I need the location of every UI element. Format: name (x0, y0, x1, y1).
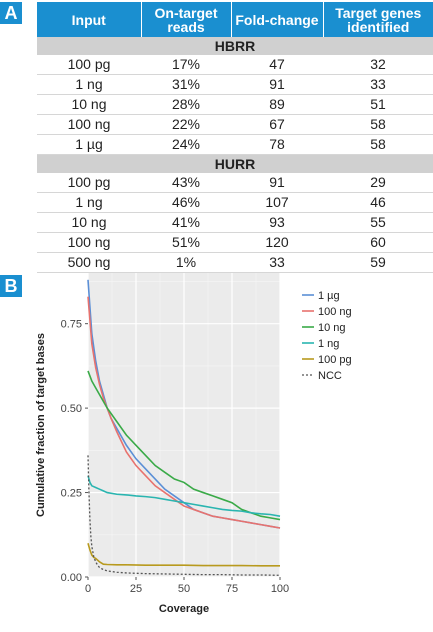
cell-on-target-reads: 43% (141, 173, 231, 193)
cell-input: 500 ng (37, 252, 141, 273)
cell-target-genes: 32 (323, 55, 433, 75)
series-line (87, 370, 281, 521)
legend-label: 100 pg (318, 354, 352, 366)
table-row: 100 pg 17% 47 32 (37, 55, 433, 75)
x-tick-label: 50 (178, 583, 190, 595)
cell-on-target-reads: 17% (141, 55, 231, 75)
panel-a-label: A (0, 2, 22, 24)
cell-target-genes: 46 (323, 192, 433, 213)
cell-fold-change: 120 (231, 232, 323, 253)
group-label: HURR (37, 154, 433, 173)
x-tick-label: 100 (271, 583, 289, 595)
cell-target-genes: 55 (323, 212, 433, 233)
legend-label: 100 ng (318, 306, 352, 318)
cell-fold-change: 33 (231, 252, 323, 273)
cell-input: 10 ng (37, 212, 141, 233)
header-fold-change: Fold-change (231, 2, 324, 37)
y-tick-label: 0.25 (61, 488, 82, 500)
cell-target-genes: 58 (323, 134, 433, 155)
series-line (87, 296, 281, 529)
header-target-genes: Target genes identified (323, 2, 433, 37)
cell-fold-change: 78 (231, 134, 323, 155)
legend-label: 1 ng (318, 338, 339, 350)
cell-on-target-reads: 22% (141, 114, 231, 135)
axis-ticks: 0 25 50 75 100 0.00 0.25 0.50 0.75 (61, 319, 290, 595)
legend: 1 µg 100 ng 10 ng 1 ng 100 pg NCC (302, 290, 352, 382)
series-line (87, 475, 281, 517)
table-row: 1 ng 31% 91 33 (37, 74, 433, 95)
cell-on-target-reads: 51% (141, 232, 231, 253)
cell-fold-change: 67 (231, 114, 323, 135)
cell-fold-change: 93 (231, 212, 323, 233)
group-row: HURR (37, 154, 433, 173)
table-body: HBRR 100 pg 17% 47 32 1 ng 31% 91 33 10 ng 28% 89 51… (37, 37, 433, 273)
cell-fold-change: 91 (231, 173, 323, 193)
y-tick-label: 0.00 (61, 572, 82, 584)
table-row: 10 ng 41% 93 55 (37, 212, 433, 233)
table-row: 100 pg 43% 91 29 (37, 173, 433, 193)
table-row: 100 ng 22% 67 58 (37, 114, 433, 135)
cell-fold-change: 91 (231, 74, 323, 95)
legend-label: 1 µg (318, 290, 340, 302)
cell-target-genes: 29 (323, 173, 433, 193)
cell-on-target-reads: 24% (141, 134, 231, 155)
cell-on-target-reads: 46% (141, 192, 231, 213)
y-tick-label: 0.50 (61, 403, 82, 415)
cell-on-target-reads: 28% (141, 94, 231, 115)
group-label: HBRR (37, 37, 433, 55)
grid-lines (87, 273, 281, 578)
cell-input: 100 pg (37, 173, 141, 193)
coverage-chart: 0 25 50 75 100 0.00 0.25 0.50 0.75 Coverage Cumu… (35, 273, 352, 615)
table-row: 100 ng 51% 120 60 (37, 232, 433, 253)
table-row: 1 ng 46% 107 46 (37, 192, 433, 213)
x-tick-label: 0 (85, 583, 91, 595)
legend-label: 10 ng (318, 322, 346, 334)
cell-fold-change: 107 (231, 192, 323, 213)
y-tick-label: 0.75 (61, 319, 82, 331)
x-tick-label: 25 (130, 583, 142, 595)
cell-target-genes: 33 (323, 74, 433, 95)
cell-input: 100 pg (37, 55, 141, 75)
x-tick-label: 75 (226, 583, 238, 595)
cell-input: 1 µg (37, 134, 141, 155)
group-row: HBRR (37, 37, 433, 55)
panel-b-label: B (0, 275, 22, 297)
cell-target-genes: 58 (323, 114, 433, 135)
cell-input: 1 ng (37, 192, 141, 213)
cell-on-target-reads: 1% (141, 252, 231, 273)
series-line (87, 455, 281, 576)
results-table: Input On-target reads Fold-change Target… (37, 2, 433, 273)
header-on-target-reads: On-target reads (141, 2, 232, 37)
cell-on-target-reads: 41% (141, 212, 231, 233)
cell-input: 100 ng (37, 232, 141, 253)
cell-input: 100 ng (37, 114, 141, 135)
table-row: 10 ng 28% 89 51 (37, 94, 433, 115)
cell-target-genes: 59 (323, 252, 433, 273)
table-header-row: Input On-target reads Fold-change Target… (37, 2, 433, 37)
cell-input: 10 ng (37, 94, 141, 115)
x-axis-title: Coverage (159, 603, 209, 615)
table-row: 500 ng 1% 33 59 (37, 252, 433, 273)
table-row: 1 µg 24% 78 58 (37, 134, 433, 155)
legend-label: NCC (318, 370, 342, 382)
cell-fold-change: 89 (231, 94, 323, 115)
series-lines (87, 279, 281, 576)
cell-target-genes: 60 (323, 232, 433, 253)
y-axis-title: Cumulative fraction of target bases (35, 333, 47, 517)
header-input: Input (37, 2, 142, 37)
cell-fold-change: 47 (231, 55, 323, 75)
cell-input: 1 ng (37, 74, 141, 95)
cell-on-target-reads: 31% (141, 74, 231, 95)
cell-target-genes: 51 (323, 94, 433, 115)
series-line (87, 543, 280, 567)
